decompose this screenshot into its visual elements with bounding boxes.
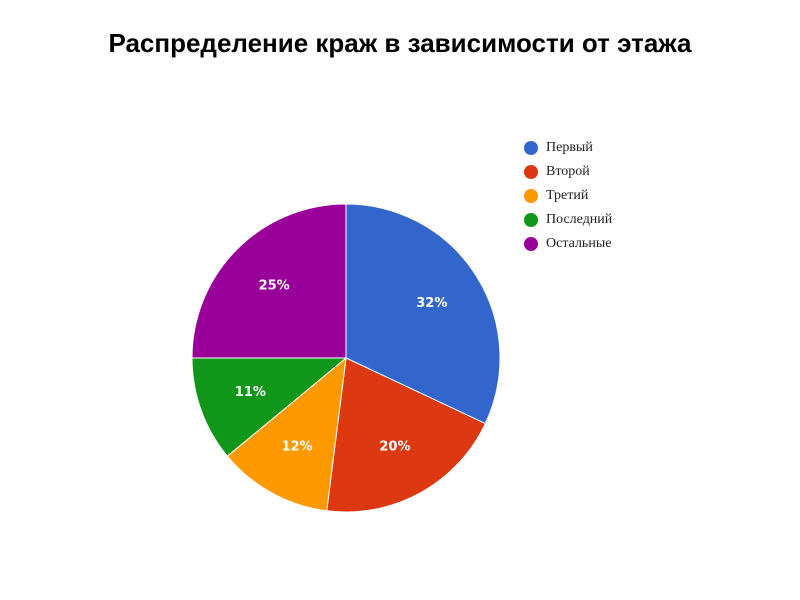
pie-slice[interactable] [226,356,347,512]
slice-label: 12% [281,440,312,455]
legend-item-last[interactable]: Последний [524,208,612,232]
pie-slice[interactable] [326,357,487,513]
legend-label: Последний [546,212,613,227]
slice-label: 20% [379,440,410,455]
legend-dot-icon [524,165,538,179]
legend-label: Второй [546,164,590,179]
pie-slice[interactable] [191,203,347,359]
legend-item-first[interactable]: Первый [524,136,612,160]
slice-label: 32% [416,296,447,311]
pie-slice[interactable] [191,357,348,457]
legend-label: Первый [546,140,593,155]
legend-label: Остальные [546,236,612,251]
legend-item-others[interactable]: Остальные [524,232,612,256]
legend-dot-icon [524,237,538,251]
legend-label: Третий [546,188,589,203]
legend-dot-icon [524,213,538,227]
legend-item-second[interactable]: Второй [524,160,612,184]
legend-dot-icon [524,141,538,155]
legend-item-third[interactable]: Третий [524,184,612,208]
legend-dot-icon [524,189,538,203]
slice-label: 25% [259,279,290,294]
legend: Первый Второй Третий Последний Остальные [524,136,612,256]
slice-label: 11% [235,385,266,400]
pie-slice[interactable] [345,203,501,425]
chart-title: Распределение краж в зависимости от этаж… [108,28,692,58]
